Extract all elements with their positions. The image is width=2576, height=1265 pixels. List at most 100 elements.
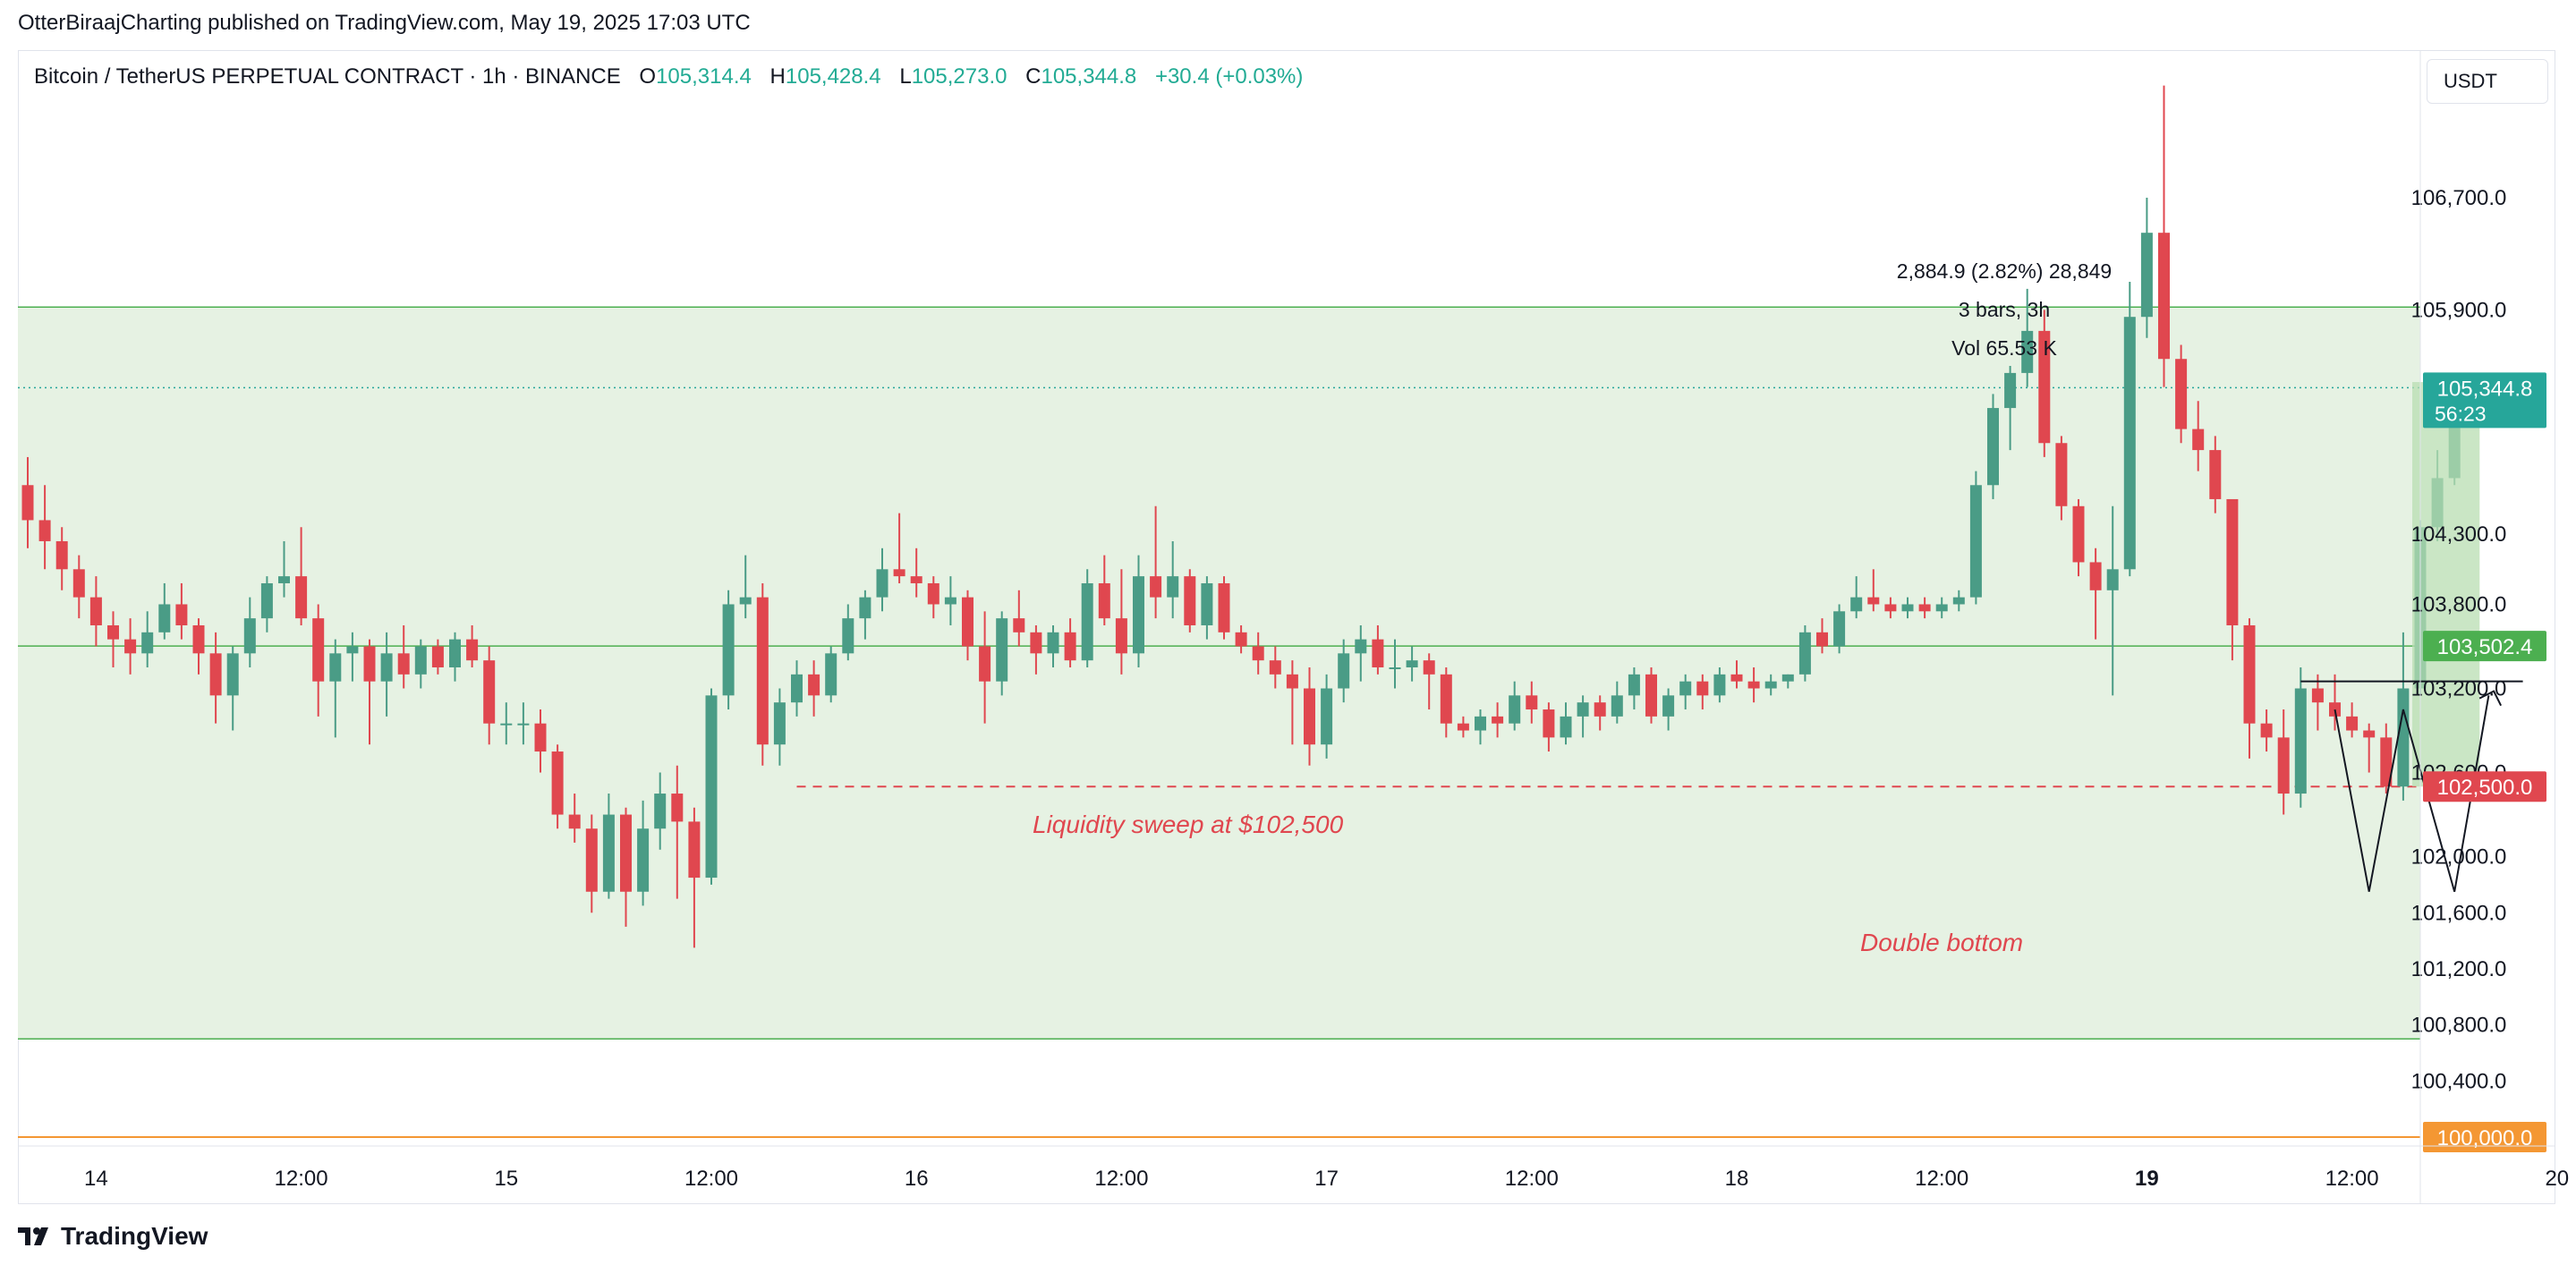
candle-up — [1628, 674, 1640, 696]
tradingview-logo[interactable]: TradingView — [18, 1222, 208, 1251]
candle-up — [1406, 660, 1418, 667]
candle-up — [346, 646, 359, 654]
time-tick-label: 12:00 — [684, 1167, 738, 1191]
time-tick-label: 12:00 — [2325, 1167, 2379, 1191]
candle-down — [808, 674, 820, 696]
candle-up — [2106, 569, 2119, 590]
candle-down — [1816, 632, 1828, 647]
candle-up — [1969, 485, 1982, 598]
round-number-badge-bg — [2423, 1122, 2546, 1152]
time-tick-label: 17 — [1314, 1167, 1339, 1191]
candle-down — [2038, 330, 2051, 444]
candle-up — [500, 723, 513, 726]
measure-label-volume: Vol 65.53 K — [1951, 336, 2057, 360]
candle-down — [1013, 618, 1025, 632]
candle-down — [568, 814, 581, 829]
candle-down — [38, 520, 51, 541]
candle-up — [1560, 716, 1572, 738]
candle-down — [1286, 674, 1298, 689]
candle-up — [1081, 582, 1093, 661]
candle-down — [1526, 695, 1538, 710]
price-tick-label: 100,400.0 — [2411, 1069, 2507, 1093]
support-level-badge-bg — [2423, 771, 2546, 802]
candle-up — [2123, 317, 2136, 570]
candle-down — [2175, 359, 2188, 429]
measure-label-change: 2,884.9 (2.82%) 28,849 — [1897, 259, 2112, 283]
candle-down — [1440, 674, 1452, 724]
candle-down — [551, 751, 564, 815]
candle-up — [380, 653, 393, 682]
candle-down — [72, 569, 85, 598]
tradingview-logo-icon — [18, 1227, 48, 1245]
time-tick-label: 12:00 — [1505, 1167, 1559, 1191]
candle-up — [1935, 604, 1948, 612]
symbol-legend: Bitcoin / TetherUS PERPETUAL CONTRACT · … — [34, 64, 1303, 89]
candle-down — [1218, 582, 1230, 632]
candle-up — [944, 597, 956, 605]
candle-up — [2397, 688, 2410, 787]
candle-down — [1594, 702, 1606, 717]
candle-up — [158, 604, 171, 632]
candle-down — [1492, 716, 1504, 724]
candle-down — [175, 604, 188, 625]
candle-down — [979, 646, 991, 682]
candle-up — [1201, 582, 1213, 625]
time-tick-label: 20 — [2545, 1167, 2569, 1191]
candle-down — [312, 618, 325, 682]
candle-up — [1389, 667, 1401, 669]
liquidity-sweep-label: Liquidity sweep at $102,500 — [1033, 811, 1344, 838]
time-tick-label: 16 — [905, 1167, 929, 1191]
high-label: H — [769, 64, 786, 89]
candle-down — [1150, 576, 1162, 598]
range-zone-layer — [18, 307, 2420, 1040]
price-tick-label: 101,200.0 — [2411, 957, 2507, 981]
candle-down — [397, 653, 410, 675]
candle-down — [192, 624, 205, 654]
candle-up — [1355, 639, 1367, 654]
candle-up — [329, 653, 342, 682]
candle-up — [739, 597, 752, 605]
currency-selector[interactable]: USDT — [2427, 59, 2548, 104]
low-value: 105,273.0 — [911, 64, 1007, 89]
candle-up — [996, 618, 1008, 682]
candle-down — [585, 828, 598, 892]
candle-up — [825, 653, 837, 696]
price-tick-label: 103,200.0 — [2411, 677, 2507, 701]
candle-down — [1064, 632, 1076, 661]
candle-down — [2311, 688, 2324, 703]
candle-down — [2209, 450, 2222, 499]
candle-down — [1457, 723, 1469, 731]
candle-down — [1918, 604, 1931, 612]
candle-up — [1987, 408, 1999, 486]
time-axis-layer: 14 12:00 15 12:00 16 12:00 17 12:00 18 12:00 19 12:… — [18, 50, 2569, 1204]
mid-level-badge: 103,502.4 — [2437, 635, 2533, 659]
candle-down — [1423, 660, 1435, 675]
candle-down — [893, 569, 905, 577]
candle-up — [859, 597, 871, 619]
candle-down — [1543, 709, 1555, 738]
candle-up — [1798, 632, 1811, 675]
round-number-badge: 100,000.0 — [2437, 1126, 2533, 1150]
candle-up — [1509, 695, 1521, 724]
candle-up — [1679, 681, 1692, 696]
symbol-title[interactable]: Bitcoin / TetherUS PERPETUAL CONTRACT · … — [34, 64, 621, 89]
candle-down — [2277, 737, 2290, 794]
candle-down — [2346, 716, 2359, 731]
annotations-layer: Liquidity sweep at $102,500 Double bottom… — [1033, 259, 2523, 956]
candle-down — [466, 639, 479, 661]
candle-down — [1747, 681, 1760, 689]
candle-down — [2243, 624, 2256, 724]
candle-down — [962, 597, 973, 647]
candle-down — [89, 597, 102, 625]
time-tick-label: 12:00 — [1915, 1167, 1968, 1191]
candle-down — [363, 646, 376, 682]
candle-up — [1577, 702, 1589, 717]
candle-down — [1645, 674, 1657, 717]
close-value: 105,344.8 — [1041, 64, 1137, 89]
support-level-badge: 102,500.0 — [2437, 776, 2533, 800]
candle-up — [1850, 597, 1863, 612]
candle-down — [1884, 604, 1897, 612]
open-value: 105,314.4 — [656, 64, 752, 89]
candle-up — [449, 639, 461, 667]
